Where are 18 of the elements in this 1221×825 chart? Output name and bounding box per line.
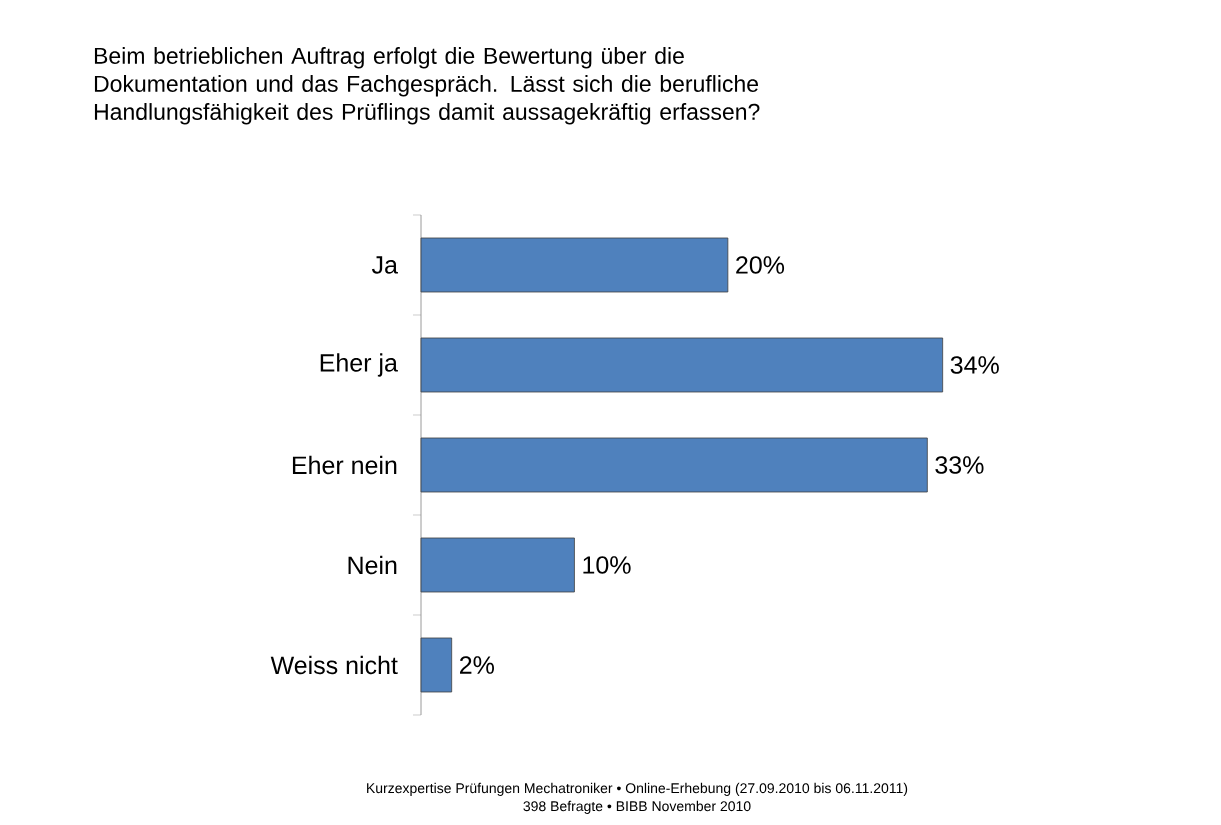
bar <box>420 237 729 293</box>
y-tick-label: Weiss nicht <box>270 655 398 675</box>
y-tick-label: Ja <box>371 256 398 274</box>
bar <box>420 437 928 493</box>
text: 398 Befragte • BIBB November 2010 <box>523 800 751 814</box>
text: Kurzexpertise Prüfungen Mechatroniker • Online-Erhebung (27.09.2010 bis 06.11.2011) <box>367 782 908 796</box>
bar <box>420 537 575 593</box>
y-tick-label: Eher ja <box>320 353 398 377</box>
data-label: 2% <box>460 656 494 674</box>
bar <box>420 637 453 693</box>
data-label: 10% <box>583 556 631 574</box>
data-label: 34% <box>950 356 999 374</box>
y-tick-label: Nein <box>348 555 397 575</box>
bar <box>420 337 944 393</box>
chart-title: Beim betrieblichen Auftrag erfolgt die Bewertung über die Dokumentation und das Fachgespräch. Lässt sich die berufliche Handlungsfähigkeit des Prüflings damit aussagekräftig erfassen? <box>94 47 760 125</box>
data-label: 33% <box>935 456 984 474</box>
y-tick-label: Eher nein <box>292 455 397 475</box>
data-label: 20% <box>736 256 785 274</box>
